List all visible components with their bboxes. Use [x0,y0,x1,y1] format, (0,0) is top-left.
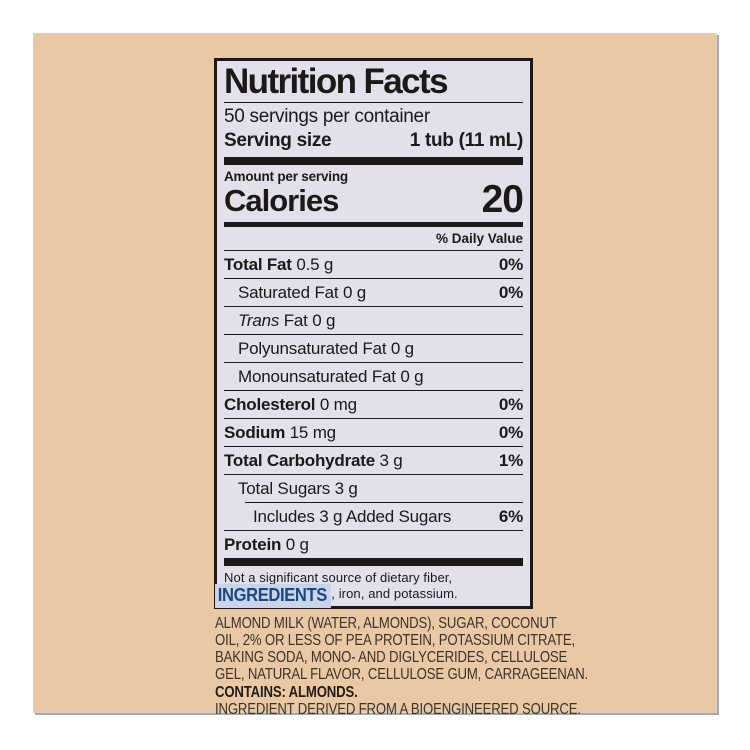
serving-size-row: Serving size 1 tub (11 mL) [224,129,523,157]
bioengineered-statement: INGREDIENT DERIVED FROM A BIOENGINEERED … [215,701,581,719]
ingredients-heading: INGREDIENTS [215,584,331,608]
row-protein: Protein 0 g [224,535,309,555]
row-trans-fat: Trans Fat 0 g [224,307,523,336]
ingredients-section: INGREDIENTS ALMOND MILK (WATER, ALMONDS)… [215,584,589,719]
row-polyunsaturated-fat: Polyunsaturated Fat 0 g [224,335,523,364]
amount-per-serving-label: Amount per serving [224,169,348,185]
indented-rule [245,502,523,504]
divider-bar-medium [224,222,523,228]
dv-total-carbohydrate: 1% [498,451,523,471]
footnote-line-1: Not a significant source of dietary fibe… [224,570,453,586]
ingredients-line-3: BAKING SODA, MONO- AND DIGLYCERIDES, CEL… [215,649,568,667]
serving-size-label: Serving size [224,130,332,152]
calories-value: 20 [481,178,524,222]
row-added-sugars: Includes 3 g Added Sugars 6% [224,503,523,532]
row-sodium: Sodium 15 mg 0% [224,419,523,448]
servings-per-container: 50 servings per container [224,106,430,128]
nutrition-facts-title: Nutrition Facts [224,63,523,104]
row-total-carbohydrate: Total Carbohydrate 3 g 1% [224,447,523,476]
row-total-fat: Total Fat 0.5 g 0% [224,251,523,280]
ingredients-line-4: GEL, NATURAL FLAVOR, CELLULOSE GUM, CARR… [215,666,589,684]
row-cholesterol: Cholesterol 0 mg 0% [224,391,523,420]
dv-added-sugars: 6% [498,507,523,527]
ingredients-body: ALMOND MILK (WATER, ALMONDS), SUGAR, COC… [215,615,589,719]
dv-cholesterol: 0% [498,395,523,415]
ingredients-line-2: OIL, 2% OR LESS OF PEA PROTEIN, POTASSIU… [215,632,576,650]
dv-saturated-fat: 0% [498,283,523,303]
calories-label: Calories [224,183,339,219]
dv-sodium: 0% [498,423,523,443]
ingredients-line-1: ALMOND MILK (WATER, ALMONDS), SUGAR, COC… [215,615,557,632]
row-saturated-fat: Saturated Fat 0 g 0% [224,279,523,308]
serving-size-value: 1 tub (11 mL) [409,130,524,152]
row-total-sugars: Total Sugars 3 g [238,479,358,499]
divider-bar-thick-bottom [224,558,523,567]
product-label-card: Nutrition Facts 50 servings per containe… [33,33,717,718]
divider-bar-thick-top [224,157,523,166]
dv-total-fat: 0% [498,255,523,275]
contains-statement: CONTAINS: ALMONDS. [215,684,358,702]
nutrition-facts-panel: Nutrition Facts 50 servings per containe… [214,58,533,610]
daily-value-header: % Daily Value [224,229,523,252]
calories-row: Calories 20 [224,178,524,222]
row-monounsaturated-fat: Monounsaturated Fat 0 g [224,363,523,392]
